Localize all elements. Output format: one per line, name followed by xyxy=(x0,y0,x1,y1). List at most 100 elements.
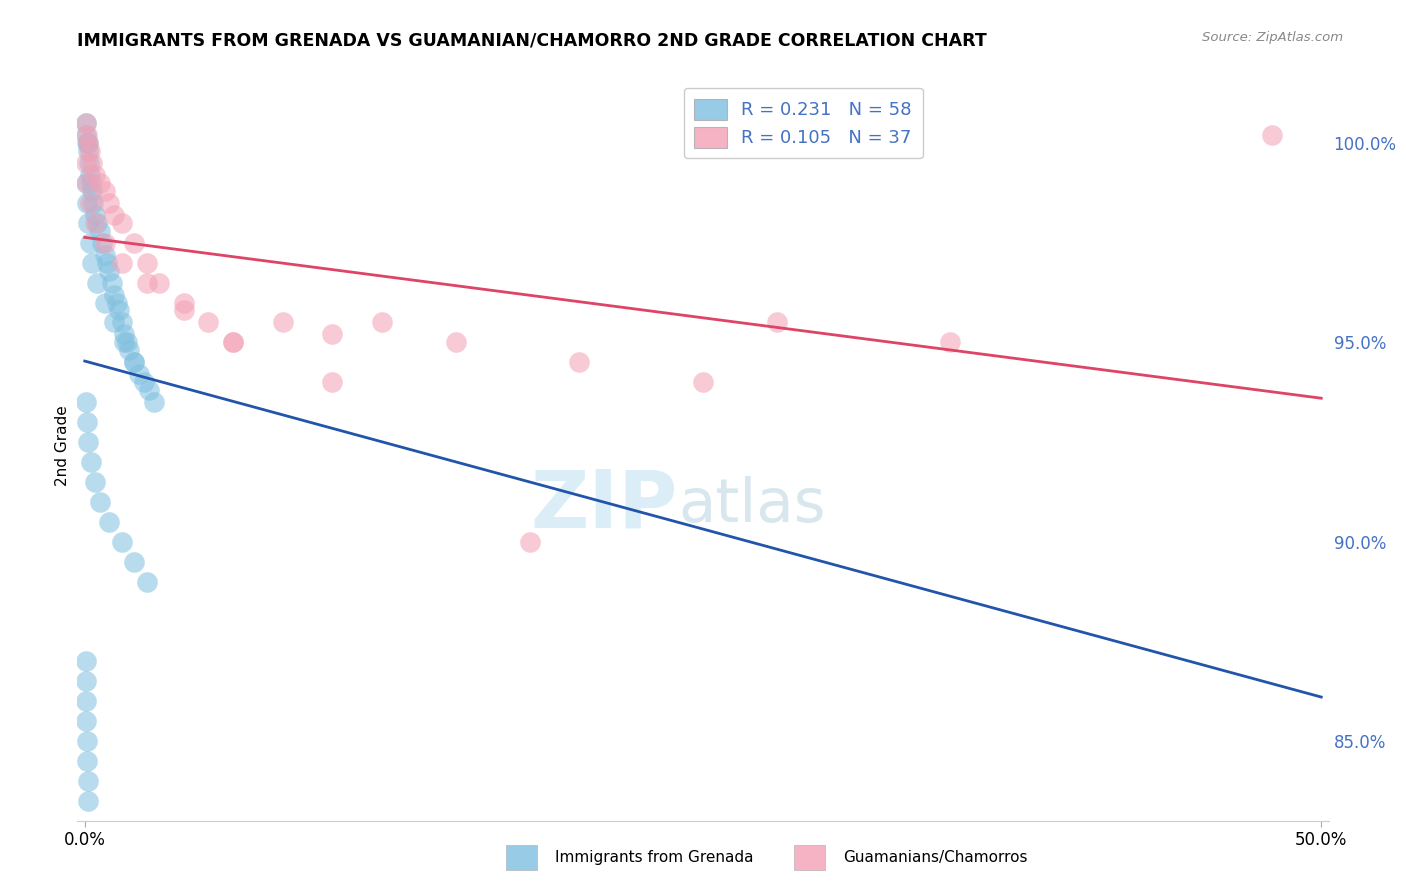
Point xyxy=(122,555,145,569)
Point xyxy=(111,255,134,269)
Point xyxy=(939,335,962,350)
Point xyxy=(112,327,135,342)
Point xyxy=(111,534,134,549)
Point xyxy=(83,216,105,230)
Point xyxy=(79,144,101,158)
Point xyxy=(76,128,98,142)
Point xyxy=(96,255,118,269)
Point xyxy=(83,208,105,222)
Point xyxy=(103,315,125,329)
Point xyxy=(222,335,245,350)
Point xyxy=(86,216,108,230)
Point xyxy=(82,156,104,170)
Point xyxy=(321,376,343,390)
Point xyxy=(75,674,97,689)
Point xyxy=(76,714,98,728)
Point xyxy=(76,136,98,150)
Point xyxy=(111,315,134,329)
Y-axis label: 2nd Grade: 2nd Grade xyxy=(55,406,70,486)
Point xyxy=(271,315,294,329)
Point xyxy=(132,376,155,390)
Point xyxy=(82,195,104,210)
Point xyxy=(93,184,115,198)
Text: Guamanians/Chamorros: Guamanians/Chamorros xyxy=(844,850,1028,864)
Point xyxy=(82,184,104,198)
Point xyxy=(83,168,105,182)
Text: Immigrants from Grenada: Immigrants from Grenada xyxy=(555,850,754,864)
Point xyxy=(89,495,111,509)
Point xyxy=(83,475,105,489)
Point xyxy=(101,276,124,290)
Point xyxy=(105,295,128,310)
Point xyxy=(118,343,141,358)
Text: ZIP: ZIP xyxy=(530,467,678,545)
Point xyxy=(98,195,121,210)
Point xyxy=(143,395,166,409)
Point xyxy=(82,255,104,269)
Point xyxy=(103,208,125,222)
Point xyxy=(80,176,103,190)
Point xyxy=(89,224,111,238)
Point xyxy=(122,235,145,250)
Point xyxy=(135,255,157,269)
Point xyxy=(93,295,115,310)
Point xyxy=(519,534,541,549)
Point xyxy=(76,415,98,429)
Point xyxy=(75,654,97,668)
Point xyxy=(76,773,98,788)
Point xyxy=(75,156,97,170)
Point xyxy=(76,754,98,768)
Point xyxy=(93,235,115,250)
Point xyxy=(321,327,343,342)
Point xyxy=(80,455,103,469)
Point xyxy=(128,368,150,382)
Point xyxy=(89,176,111,190)
Point xyxy=(75,116,97,130)
Point xyxy=(77,144,100,158)
Point xyxy=(135,276,157,290)
Point xyxy=(75,395,97,409)
Point xyxy=(112,335,135,350)
Point xyxy=(75,694,97,708)
Point xyxy=(568,355,591,369)
Point xyxy=(173,295,195,310)
Point xyxy=(76,216,98,230)
Point xyxy=(197,315,219,329)
Point xyxy=(76,128,98,142)
Text: IMMIGRANTS FROM GRENADA VS GUAMANIAN/CHAMORRO 2ND GRADE CORRELATION CHART: IMMIGRANTS FROM GRENADA VS GUAMANIAN/CHA… xyxy=(77,31,987,49)
Point xyxy=(1261,128,1284,142)
Point xyxy=(75,176,97,190)
Point xyxy=(93,248,115,262)
Text: atlas: atlas xyxy=(678,476,825,535)
Point xyxy=(76,176,98,190)
Point xyxy=(135,574,157,589)
Point xyxy=(122,355,145,369)
Point xyxy=(98,263,121,277)
Point xyxy=(148,276,170,290)
Point xyxy=(76,195,98,210)
Point xyxy=(444,335,467,350)
Point xyxy=(103,287,125,301)
Point xyxy=(692,376,714,390)
Point xyxy=(222,335,245,350)
Point xyxy=(76,136,98,150)
Point xyxy=(370,315,392,329)
Point xyxy=(86,276,108,290)
Legend: R = 0.231   N = 58, R = 0.105   N = 37: R = 0.231 N = 58, R = 0.105 N = 37 xyxy=(683,88,922,159)
Point xyxy=(79,168,101,182)
Text: Source: ZipAtlas.com: Source: ZipAtlas.com xyxy=(1202,31,1343,45)
Point xyxy=(111,216,134,230)
Point xyxy=(766,315,789,329)
Point xyxy=(77,435,100,450)
Point xyxy=(91,235,114,250)
Point xyxy=(98,515,121,529)
Point xyxy=(138,383,160,397)
Point xyxy=(75,116,97,130)
Point xyxy=(79,235,101,250)
Point xyxy=(77,156,100,170)
Point xyxy=(108,303,131,318)
Point xyxy=(76,136,98,150)
Point xyxy=(76,734,98,748)
Point xyxy=(79,195,101,210)
Point xyxy=(115,335,138,350)
